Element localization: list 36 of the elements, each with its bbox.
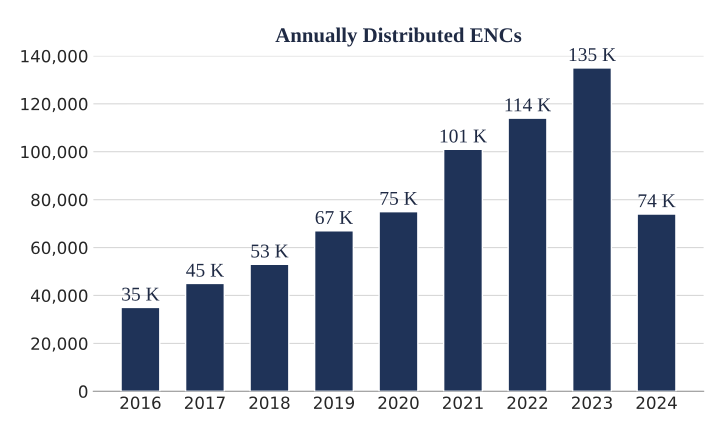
x-tick-label: 2017 <box>184 396 225 410</box>
x-tick-label: 2022 <box>508 396 548 410</box>
data-label: 74 K <box>638 194 676 208</box>
data-label: 75 K <box>380 192 418 205</box>
bar <box>314 230 354 392</box>
x-tick-label: 2021 <box>443 396 483 410</box>
x-tick-label: 2019 <box>314 396 354 410</box>
data-label: 53 K <box>251 244 288 258</box>
bar <box>249 264 290 392</box>
x-tick-label: 2016 <box>120 396 161 410</box>
data-label: 114 K <box>506 98 551 112</box>
data-label: 101 K <box>440 129 487 143</box>
y-tick-label: 60,000 <box>31 242 88 256</box>
bar <box>378 210 419 392</box>
bar <box>184 282 225 392</box>
y-tick-label: 120,000 <box>21 98 88 112</box>
data-label: 135 K <box>570 48 616 62</box>
x-tick-label: 2018 <box>249 396 290 410</box>
y-tick-label: 100,000 <box>21 146 88 160</box>
y-tick-label: 80,000 <box>31 194 88 208</box>
y-tick-label: 40,000 <box>30 289 88 304</box>
data-label: 45 K <box>186 264 224 277</box>
x-tick-label: 2023 <box>572 396 612 410</box>
bar <box>572 67 612 392</box>
y-tick-label: 20,000 <box>31 337 88 352</box>
bar <box>442 148 484 392</box>
bar <box>120 306 160 392</box>
y-tick-label: 140,000 <box>21 50 88 64</box>
data-label: 35 K <box>122 288 160 301</box>
chart-title: Annually Distributed ENCs <box>275 28 522 47</box>
bar <box>636 213 677 392</box>
x-tick-label: 2024 <box>636 396 677 410</box>
data-label: 67 K <box>316 210 353 224</box>
x-tick-label: 2020 <box>378 396 419 410</box>
y-tick-label: 0 <box>78 385 88 398</box>
bar <box>507 117 548 392</box>
